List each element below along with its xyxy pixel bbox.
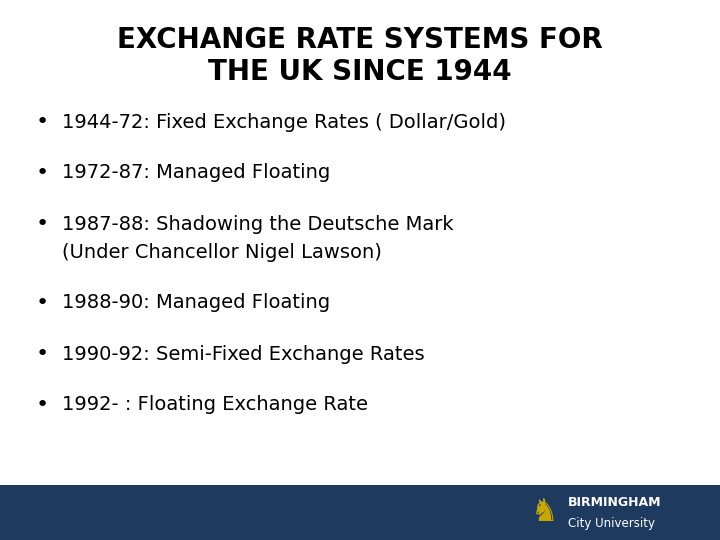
Text: 1972-87: Managed Floating: 1972-87: Managed Floating bbox=[62, 164, 330, 183]
Text: •: • bbox=[35, 163, 49, 183]
Text: •: • bbox=[35, 395, 49, 415]
Text: THE UK SINCE 1944: THE UK SINCE 1944 bbox=[208, 58, 512, 86]
Text: 1992- : Floating Exchange Rate: 1992- : Floating Exchange Rate bbox=[62, 395, 368, 415]
Bar bbox=[0, 485, 720, 540]
Text: (Under Chancellor Nigel Lawson): (Under Chancellor Nigel Lawson) bbox=[62, 242, 382, 261]
Text: •: • bbox=[35, 214, 49, 234]
Text: EXCHANGE RATE SYSTEMS FOR: EXCHANGE RATE SYSTEMS FOR bbox=[117, 26, 603, 54]
Text: •: • bbox=[35, 344, 49, 364]
Text: 1944-72: Fixed Exchange Rates ( Dollar/Gold): 1944-72: Fixed Exchange Rates ( Dollar/G… bbox=[62, 112, 506, 132]
Bar bbox=[520, 485, 720, 540]
Text: BIRMINGHAM: BIRMINGHAM bbox=[568, 496, 662, 509]
Text: 1987-88: Shadowing the Deutsche Mark: 1987-88: Shadowing the Deutsche Mark bbox=[62, 214, 454, 233]
Text: ♞: ♞ bbox=[530, 498, 557, 527]
Text: •: • bbox=[35, 293, 49, 313]
Text: 1988-90: Managed Floating: 1988-90: Managed Floating bbox=[62, 294, 330, 313]
Text: City University: City University bbox=[568, 517, 655, 530]
Text: 1990-92: Semi-Fixed Exchange Rates: 1990-92: Semi-Fixed Exchange Rates bbox=[62, 345, 425, 363]
Text: •: • bbox=[35, 112, 49, 132]
